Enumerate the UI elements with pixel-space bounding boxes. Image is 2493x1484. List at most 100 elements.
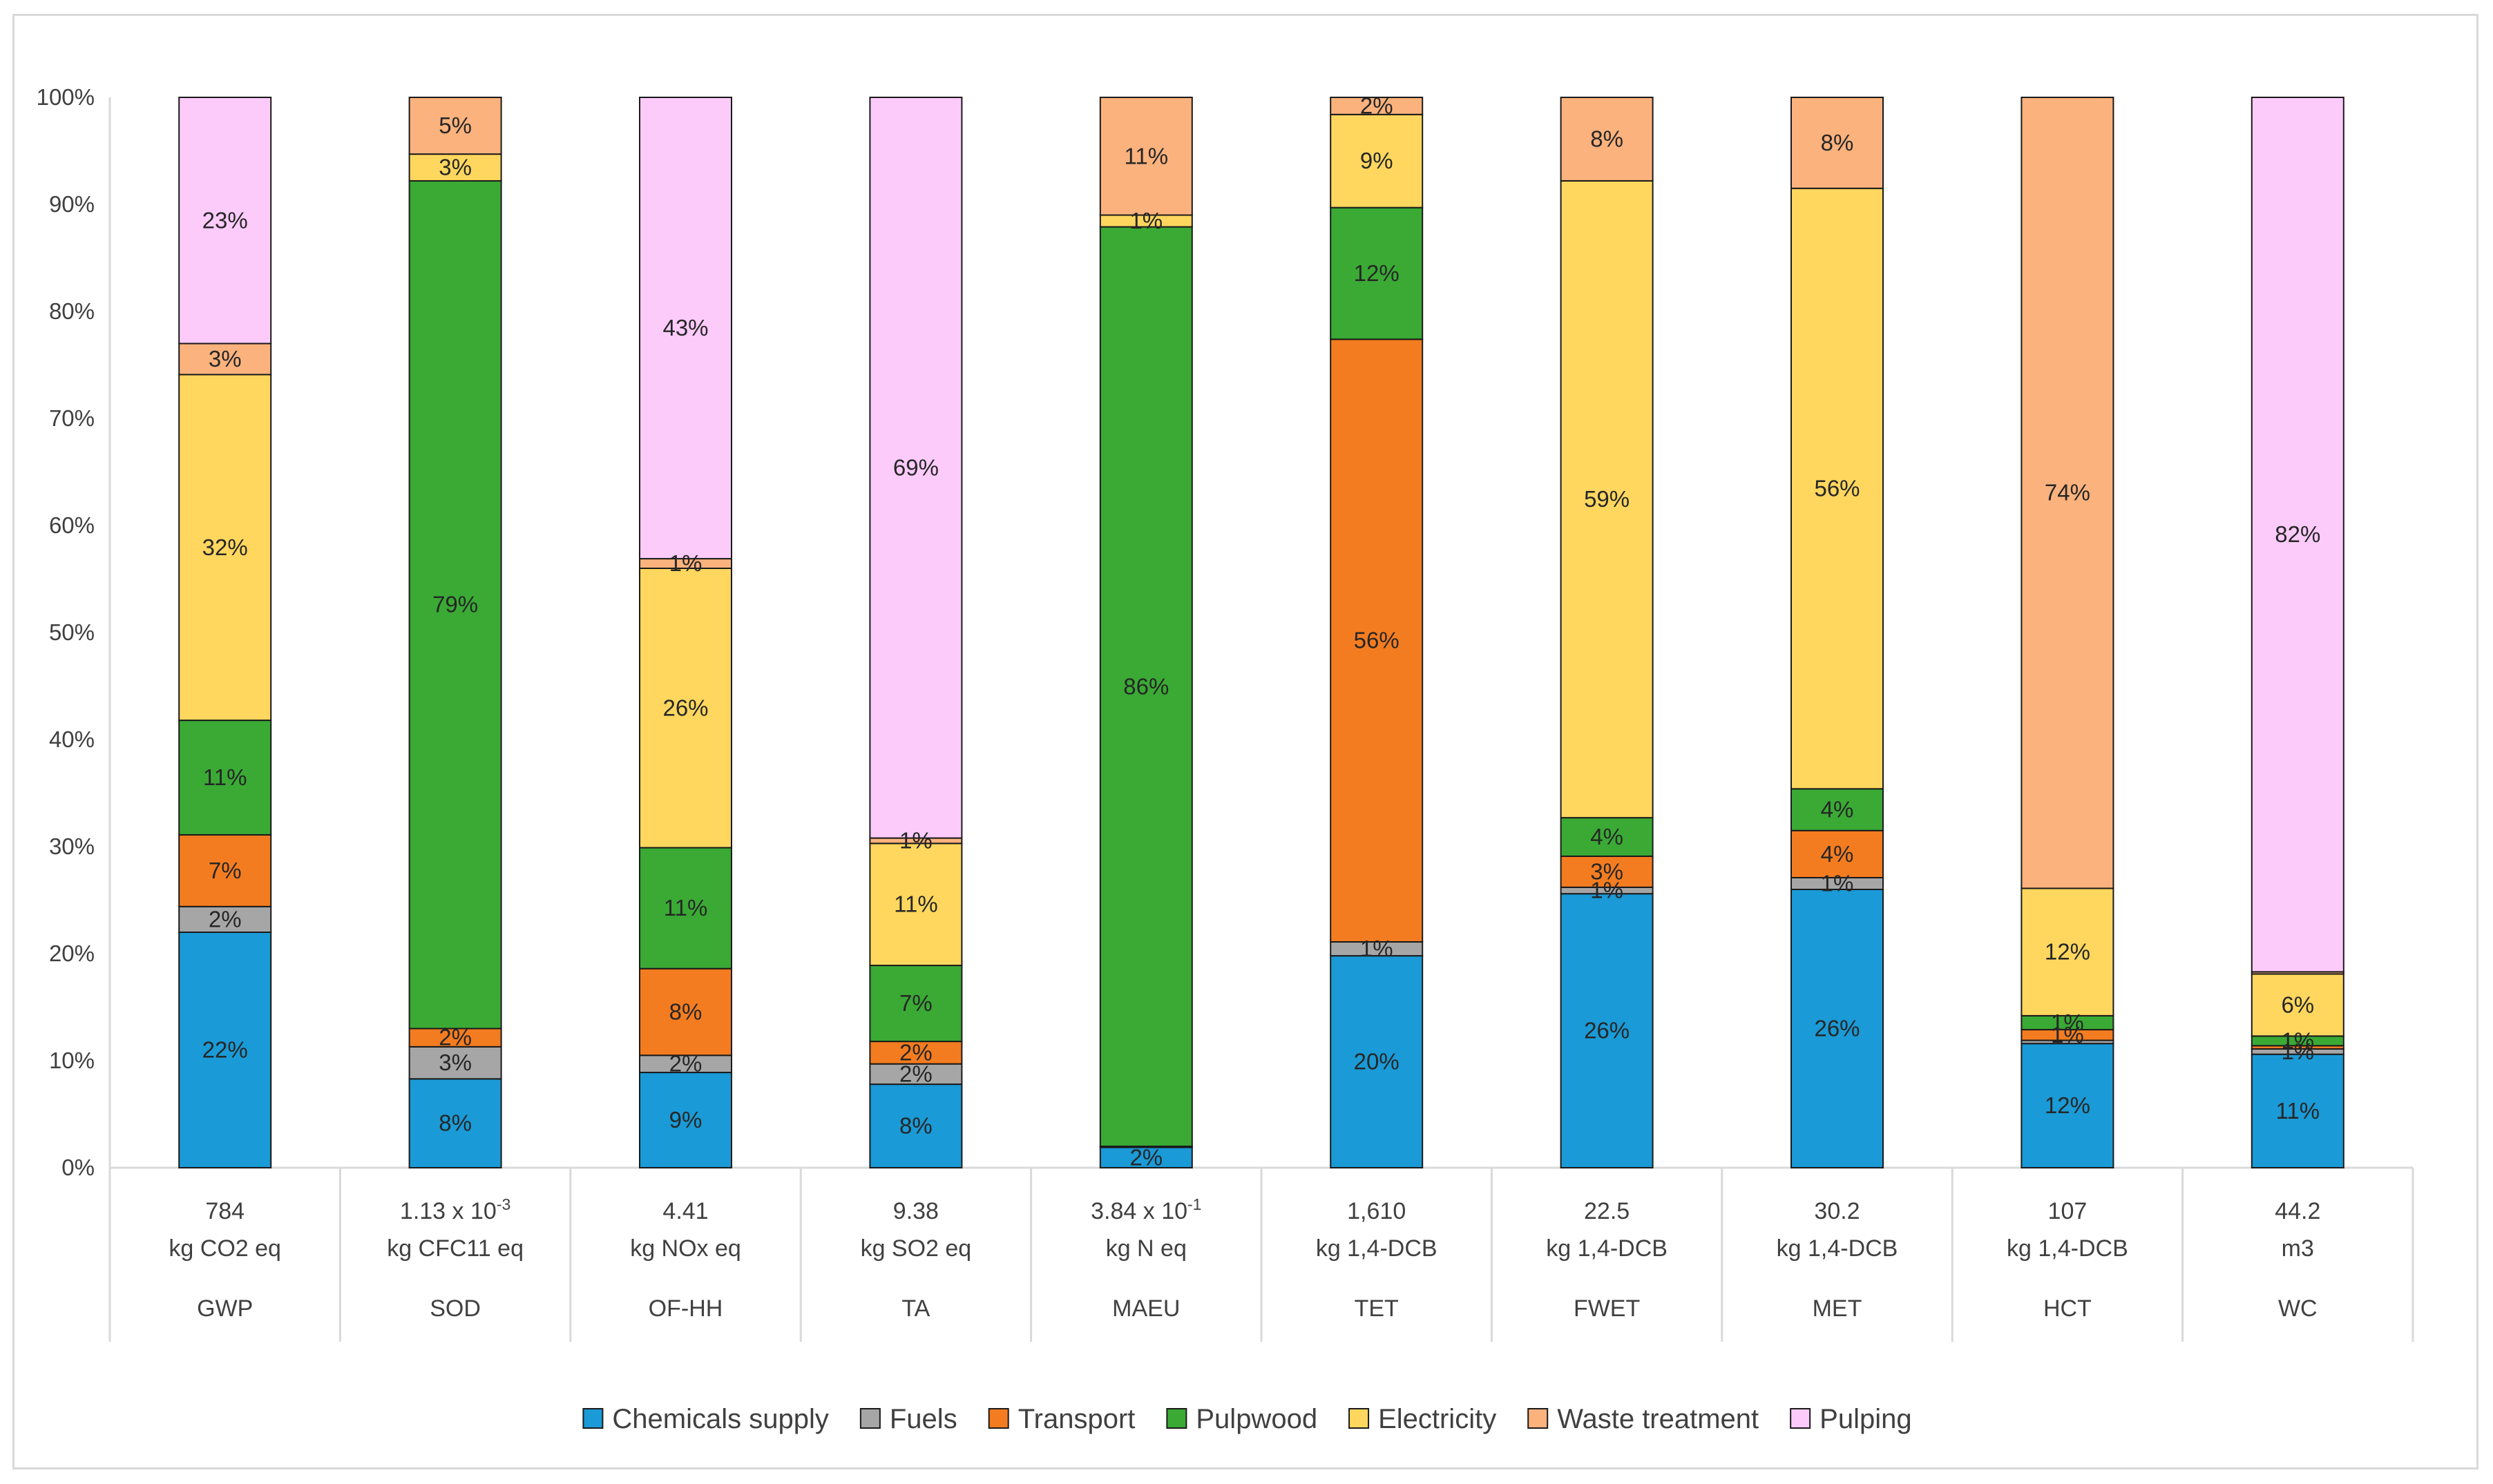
category-unit-label: kg CFC11 eq (387, 1235, 524, 1262)
bar-segment-pulpwood-tet (1330, 206, 1424, 340)
data-label: 56% (1814, 476, 1860, 501)
category-unit-label: kg 1,4-DCB (1316, 1235, 1437, 1262)
legend-label: Fuels (890, 1404, 957, 1434)
data-label: 3% (209, 346, 242, 372)
y-tick-label: 10% (49, 1048, 95, 1073)
legend-swatch-pulpwood (1166, 1408, 1187, 1429)
bar-segment-waste-treatment-maeu (1099, 97, 1193, 216)
category-code-label: MET (1813, 1295, 1862, 1322)
bar-segment-chemicals-supply-tet (1330, 955, 1424, 1168)
bar-segment-electricity-tet (1330, 113, 1424, 209)
bar-segment-electricity-gwp (178, 374, 272, 722)
bars (178, 97, 2344, 1169)
bar-segment-pulpwood-gwp (178, 720, 272, 836)
bar-segment-electricity-fwet (1560, 180, 1654, 819)
bar-segment-transport-of-hh (639, 967, 732, 1057)
legend-swatch-waste-treatment (1527, 1408, 1549, 1429)
data-label: 2% (439, 1025, 472, 1050)
bar-segment-chemicals-supply-sod (408, 1078, 502, 1168)
category-unit-label: kg SO2 eq (861, 1235, 972, 1262)
stacked-bar-chart: 0% 10% 20% 30% 40% 50% 60% 70% 80% 90% 100% 22% 2% 7… (37, 84, 2414, 1434)
bar-segment-transport-tet (1330, 338, 1424, 943)
data-label: 1% (899, 827, 933, 853)
category-code-label: WC (2278, 1295, 2318, 1322)
category-value-label: 4.41 (662, 1198, 708, 1224)
data-label: 11% (894, 892, 938, 917)
data-label: 26% (1584, 1018, 1630, 1043)
bar-segment-waste-treatment-hct (2021, 97, 2114, 889)
category-axis: 784 kg CO2 eq GWP 1.13 x 10-3 kg CFC11 eq SOD… (169, 1195, 2320, 1322)
bar-segment-transport-met (1790, 829, 1884, 878)
bar-segment-pulping-ta (869, 97, 963, 839)
bar-segment-fuels-of-hh (639, 1054, 732, 1074)
category-unit-label: kg NOx eq (630, 1235, 741, 1262)
bar-segment-chemicals-supply-wc (2251, 1053, 2344, 1168)
bar-segment-electricity-sod (408, 153, 502, 182)
legend-label: Electricity (1378, 1404, 1496, 1434)
category-code-label: FWET (1574, 1295, 1640, 1322)
category-value-label: 1,610 (1347, 1198, 1406, 1224)
bar-segment-waste-treatment-fwet (1560, 97, 1654, 182)
data-label: 3% (439, 1050, 472, 1075)
category-value-label: 22.5 (1584, 1198, 1630, 1224)
legend-swatch-transport (988, 1408, 1009, 1429)
bar-segment-pulpwood-sod (408, 180, 502, 1030)
data-label: 12% (2045, 1092, 2090, 1118)
bar-segment-electricity-wc (2251, 973, 2344, 1037)
y-tick-label: 90% (49, 191, 95, 217)
legend-label: Pulpwood (1196, 1404, 1317, 1434)
data-label: 4% (1590, 824, 1623, 849)
data-label: 1% (1590, 878, 1623, 903)
data-label: 1% (2281, 1039, 2314, 1064)
legend-swatch-electricity (1348, 1408, 1370, 1429)
y-tick-label: 50% (49, 619, 95, 645)
data-label: 2% (1129, 1144, 1163, 1170)
y-tick-label: 100% (37, 84, 95, 110)
bar-segment-chemicals-supply-ta (869, 1083, 963, 1168)
data-label: 7% (899, 990, 933, 1016)
category-unit-label: kg 1,4-DCB (1546, 1235, 1668, 1262)
data-label: 23% (202, 207, 248, 233)
data-labels: 22%2%7%11%32%3%23%8%3%2%79%3%5%9%2%8%11%… (202, 93, 2321, 1170)
data-label: 59% (1584, 486, 1630, 512)
data-label: 8% (439, 1110, 472, 1136)
category-value-label: 44.2 (2275, 1198, 2320, 1224)
category-exponent: -3 (497, 1195, 510, 1213)
data-label: 22% (202, 1037, 248, 1063)
bar-segment-chemicals-supply-maeu (1099, 1146, 1193, 1169)
data-label: 56% (1354, 628, 1400, 653)
bar-segment-waste-treatment-met (1790, 97, 1884, 189)
bar-segment-transport-gwp (178, 833, 272, 907)
bar-segment-pulpwood-ta (869, 965, 963, 1043)
bar-segment-pulpwood-maeu (1099, 226, 1193, 1147)
bar-segment-waste-treatment-gwp (178, 343, 272, 376)
bar-segment-chemicals-supply-of-hh (639, 1072, 732, 1169)
data-label: 74% (2045, 480, 2090, 505)
data-label: 6% (2281, 992, 2314, 1017)
data-label: 8% (1821, 130, 1854, 155)
category-unit-label: kg 1,4-DCB (1777, 1235, 1898, 1262)
category-code-label: SOD (430, 1295, 481, 1322)
legend: Chemicals supply Fuels Transport Pulpwood El… (582, 1404, 1912, 1434)
data-label: 8% (669, 999, 703, 1024)
y-tick-label: 0% (61, 1155, 95, 1180)
data-label: 8% (899, 1113, 933, 1139)
y-tick-label: 20% (49, 941, 95, 966)
data-label: 7% (209, 858, 242, 883)
data-label: 32% (202, 534, 248, 560)
category-unit-label: m3 (2282, 1235, 2314, 1262)
data-label: 9% (1360, 148, 1393, 173)
data-label: 8% (1590, 126, 1623, 151)
category-value-label: 30.2 (1814, 1198, 1860, 1224)
bar-segment-transport-ta (869, 1041, 963, 1065)
category-value-label: 1.13 x 10-3 (400, 1195, 510, 1224)
data-label: 1% (1129, 208, 1163, 233)
legend-label: Pulping (1819, 1404, 1911, 1434)
data-label: 82% (2275, 521, 2320, 547)
data-label: 12% (2045, 939, 2090, 965)
data-label: 3% (439, 155, 472, 180)
bar-segment-pulpwood-met (1790, 788, 1884, 831)
data-label: 5% (439, 113, 472, 138)
bar-segment-fuels-gwp (178, 905, 272, 934)
data-label: 1% (2051, 1010, 2084, 1035)
